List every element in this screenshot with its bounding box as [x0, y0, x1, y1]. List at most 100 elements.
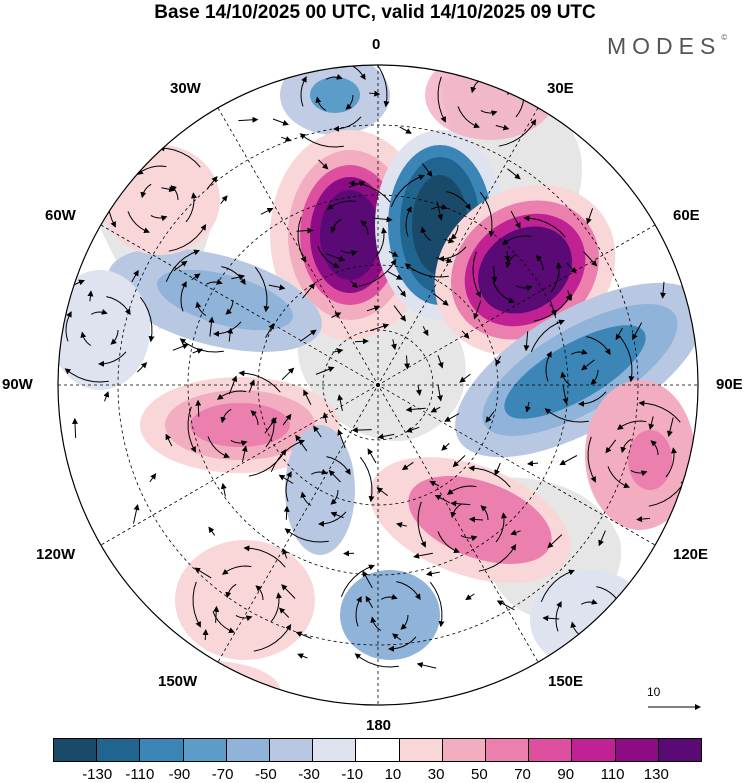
- label-120e: 120E: [673, 546, 709, 563]
- wind-arrow: [192, 581, 201, 628]
- wind-arrow: [441, 442, 450, 451]
- wind-arrow: [405, 206, 412, 237]
- wind-arrow: [295, 631, 312, 639]
- wind-arrow: [228, 375, 238, 395]
- wind-arrow: [460, 535, 478, 542]
- wind-arrow: [330, 489, 339, 505]
- colorbar-segment: [96, 738, 141, 762]
- wind-arrow: [103, 391, 110, 402]
- wind-arrow: [325, 73, 343, 80]
- wind-arrow: [523, 331, 530, 352]
- wind-arrow: [437, 355, 444, 369]
- wind-arrow: [106, 296, 131, 316]
- wind-arrow: [375, 227, 387, 258]
- wind-arrow: [401, 461, 414, 471]
- wind-arrow: [318, 511, 347, 527]
- wind-arrow: [459, 373, 471, 383]
- wind-arrow: [369, 90, 381, 97]
- wind-arrow: [469, 516, 483, 523]
- wind-arrow: [502, 235, 532, 245]
- wind-arrow: [110, 329, 119, 345]
- wind-arrow: [255, 585, 264, 601]
- label-120w: 120W: [36, 546, 76, 563]
- modes-logo: MODES©: [607, 33, 727, 60]
- wind-arrow: [542, 615, 560, 622]
- wind-arrow: [586, 208, 594, 225]
- wind-arrow: [345, 94, 354, 110]
- wind-arrow: [180, 281, 187, 312]
- colorbar-tick-label: 70: [514, 766, 531, 783]
- wind-arrow: [192, 348, 204, 354]
- wind-arrow: [327, 200, 357, 210]
- wind-arrow: [648, 416, 655, 430]
- wind-arrow: [415, 384, 422, 396]
- wind-arrow: [133, 504, 140, 524]
- wind-arrow: [607, 466, 630, 489]
- wind-arrow: [337, 429, 346, 449]
- label-150w: 150W: [158, 673, 198, 690]
- label-0: 0: [372, 36, 381, 53]
- wind-arrow: [544, 408, 589, 423]
- wind-arrow: [326, 456, 351, 476]
- wind-arrow: [615, 327, 623, 341]
- wind-arrow: [457, 106, 480, 129]
- wind-arrow: [208, 526, 216, 536]
- colorbar-segment: [571, 738, 616, 762]
- colorbar-tick-label: 110: [600, 766, 625, 783]
- wind-arrow: [222, 565, 252, 575]
- wind-arrow: [527, 460, 539, 467]
- wind-arrow: [465, 593, 475, 601]
- chart-title: Base 14/10/2025 00 UTC, valid 14/10/2025…: [154, 2, 596, 23]
- wind-arrow: [498, 119, 537, 147]
- wind-arrow: [341, 65, 366, 81]
- wind-arrow: [205, 278, 223, 285]
- wind-arrow: [268, 284, 286, 291]
- wind-arrow: [64, 368, 109, 383]
- wind-arrow: [351, 427, 372, 434]
- wind-arrow: [87, 290, 94, 302]
- logo-text: MODES: [607, 33, 722, 59]
- wind-arrow: [248, 449, 287, 477]
- wind-arrow: [213, 605, 220, 623]
- wind-arrow: [600, 619, 609, 635]
- wind-arrow: [300, 491, 312, 506]
- colorbar-tick-label: 10: [384, 766, 402, 783]
- colorbar-tick-label: -130: [82, 766, 113, 783]
- wind-arrow: [437, 76, 446, 123]
- wind-arrow: [540, 569, 575, 603]
- south-pole-marker: [376, 383, 380, 387]
- label-60e: 60E: [673, 207, 700, 224]
- wind-arrow: [238, 116, 259, 123]
- wind-arrow: [98, 351, 127, 367]
- wind-arrow: [137, 165, 167, 175]
- wind-arrow: [270, 439, 305, 473]
- colorbar-tick-label: 30: [427, 766, 445, 783]
- wind-arrow: [650, 440, 659, 456]
- wind-arrow: [535, 255, 544, 271]
- wind-arrow: [300, 76, 307, 107]
- wind-arrow: [590, 369, 599, 385]
- wind-arrow: [250, 410, 259, 426]
- wind-arrow: [208, 316, 215, 337]
- wind-arrow: [168, 224, 207, 252]
- wind-arrow: [225, 299, 234, 315]
- colorbar-tick-label: -90: [168, 766, 191, 783]
- wind-arrow: [452, 455, 466, 468]
- wind-arrow: [393, 305, 406, 322]
- wind-arrow: [173, 260, 188, 272]
- wind-arrow: [206, 176, 218, 190]
- colorbar-segment: [225, 738, 270, 762]
- wind-arrow: [272, 118, 289, 126]
- wind-arrow: [217, 390, 247, 400]
- wind-arrow: [265, 323, 275, 338]
- pos-c-l4: [478, 226, 572, 314]
- wind-arrow: [227, 327, 234, 342]
- wind-arrow: [300, 329, 317, 342]
- wind-arrow: [430, 406, 441, 413]
- wind-arrow: [581, 359, 595, 371]
- wind-arrow: [436, 384, 443, 402]
- wind-arrow: [435, 257, 453, 264]
- wind-arrow: [202, 629, 209, 641]
- wind-arrow: [388, 636, 417, 652]
- wind-arrow: [328, 469, 341, 483]
